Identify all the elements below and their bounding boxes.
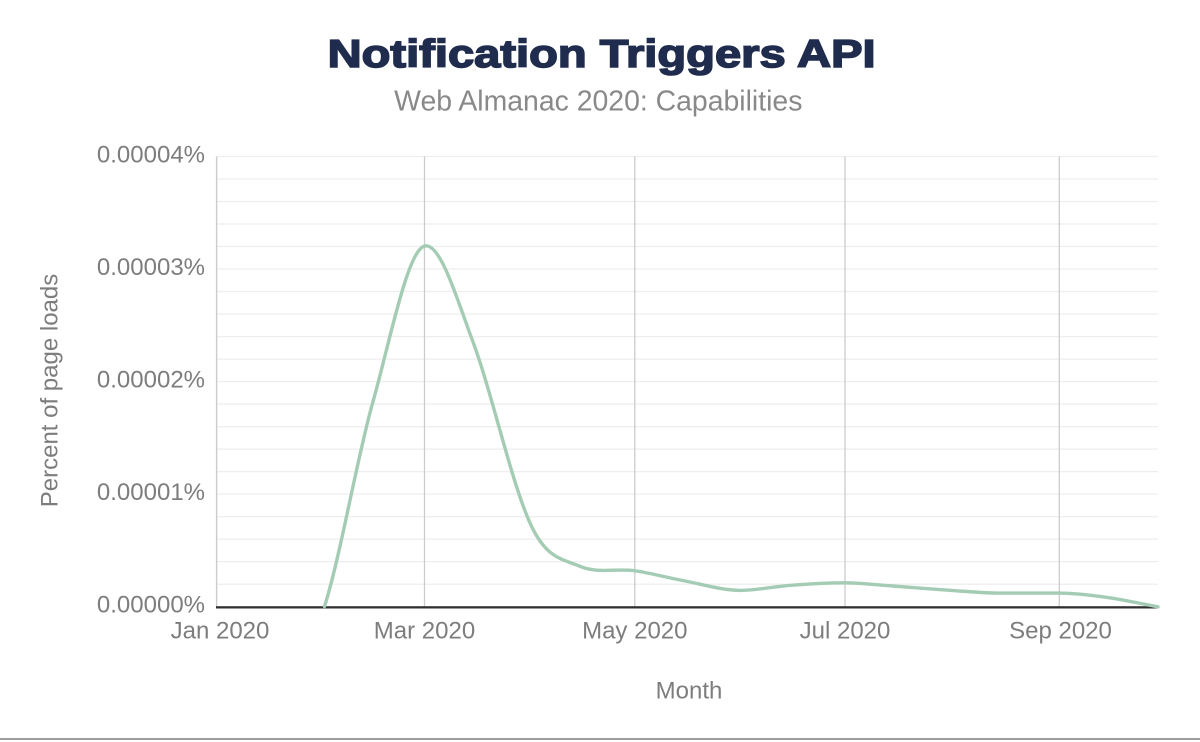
svg-text:Month: Month [656,678,723,705]
svg-text:Mar 2020: Mar 2020 [374,618,475,645]
svg-text:0.00001%: 0.00001% [97,479,205,506]
svg-text:Percent of page loads: Percent of page loads [37,274,64,508]
svg-text:May 2020: May 2020 [582,618,687,645]
svg-text:0.00004%: 0.00004% [97,141,205,168]
svg-text:Web Almanac 2020: Capabilities: Web Almanac 2020: Capabilities [394,86,802,118]
svg-text:Jul 2020: Jul 2020 [800,618,891,645]
svg-text:Jan 2020: Jan 2020 [171,618,270,645]
svg-text:0.00000%: 0.00000% [97,592,205,619]
svg-text:Notification Triggers API: Notification Triggers API [328,33,876,76]
svg-text:Sep 2020: Sep 2020 [1009,618,1112,645]
svg-text:0.00002%: 0.00002% [97,366,205,393]
svg-text:0.00003%: 0.00003% [97,254,205,281]
